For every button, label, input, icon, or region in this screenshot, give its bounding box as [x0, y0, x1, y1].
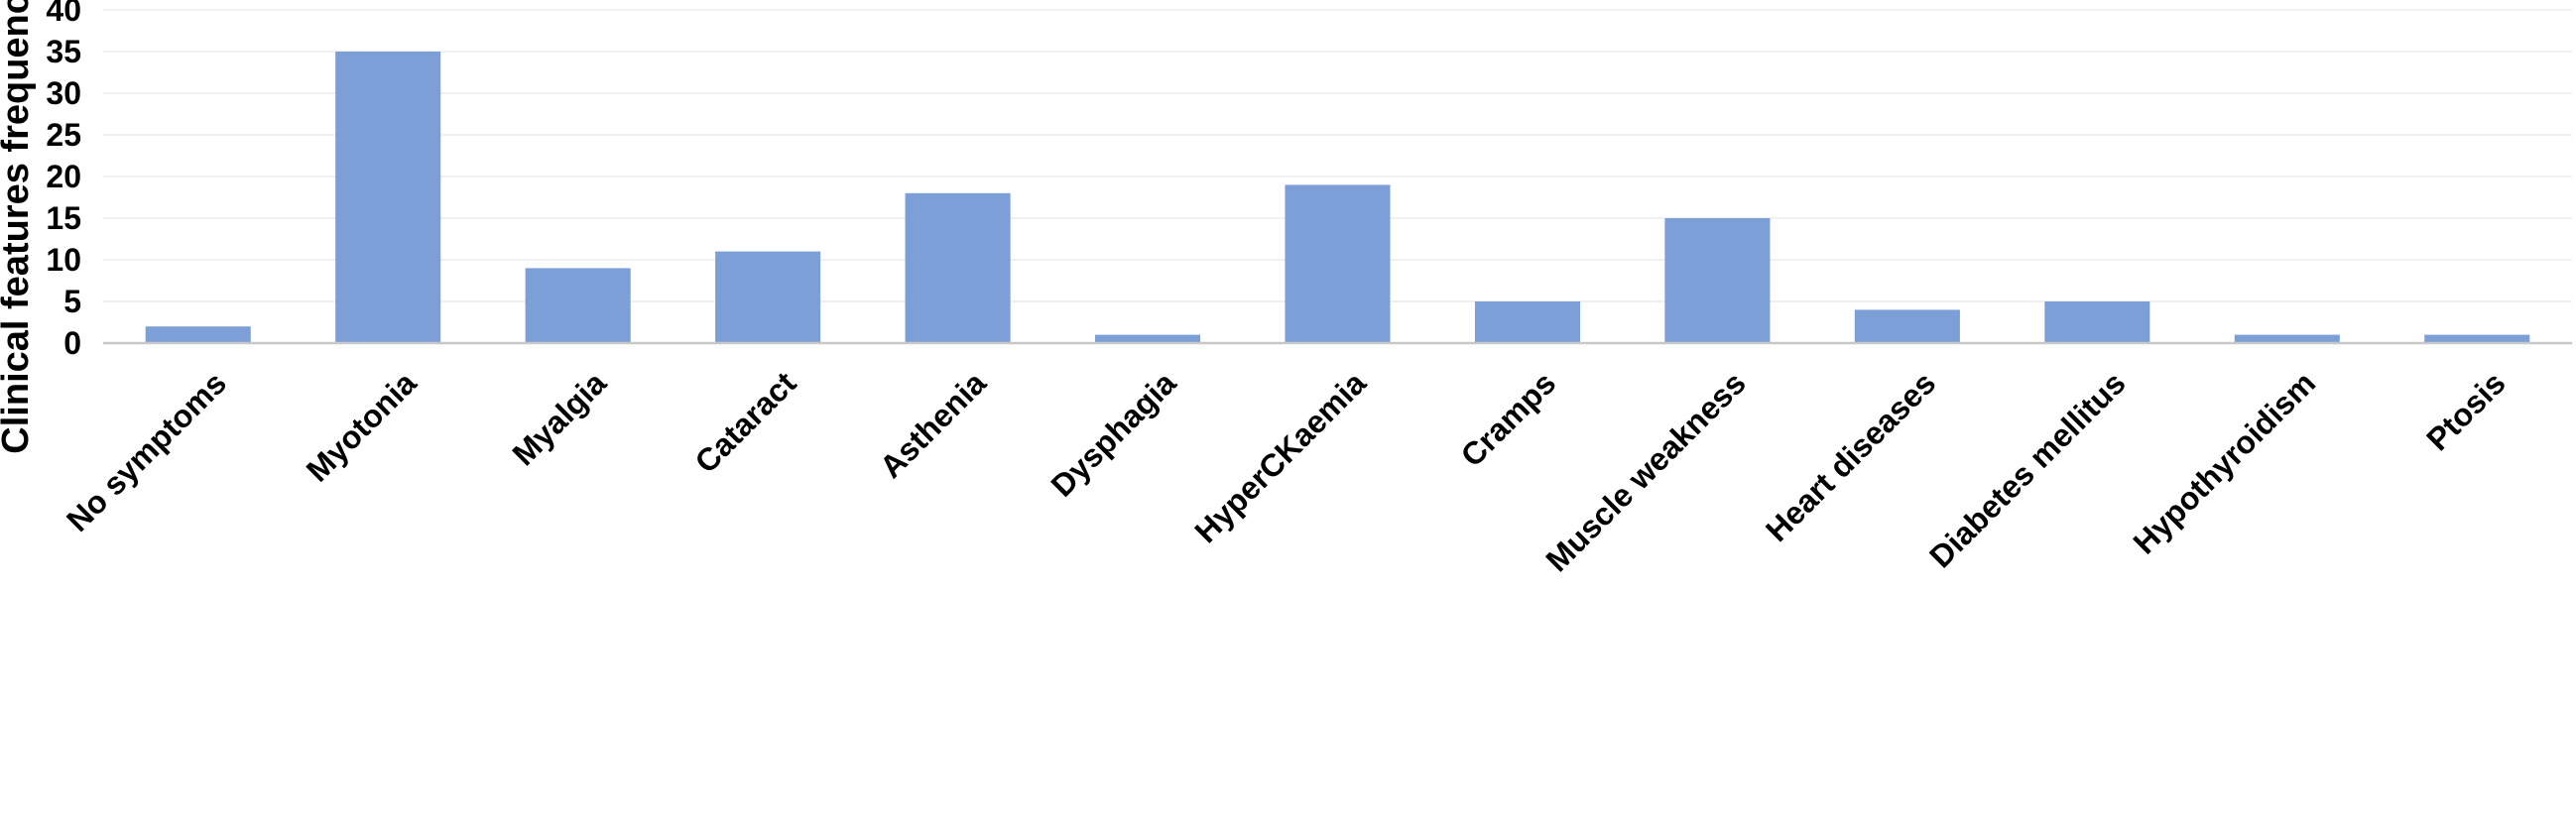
- x-tick-label: Myalgia: [506, 365, 614, 473]
- y-tick-label: 0: [63, 325, 81, 361]
- y-tick-label: 25: [46, 117, 81, 153]
- y-tick-label: 30: [46, 75, 81, 111]
- y-axis-title: Clinical features frequency (%): [0, 0, 37, 454]
- x-tick-label: Asthenia: [873, 365, 993, 485]
- bar: [1095, 334, 1201, 343]
- bar: [1854, 309, 1960, 343]
- x-tick-label: Ptosis: [2419, 365, 2512, 457]
- bar: [2044, 301, 2150, 343]
- y-tick-label: 40: [46, 0, 81, 28]
- x-tick-label: HyperCKaemia: [1187, 365, 1373, 550]
- bar: [1664, 218, 1771, 343]
- x-tick-label: Heart diseases: [1759, 365, 1942, 548]
- bar: [715, 251, 821, 343]
- bar: [335, 52, 441, 343]
- x-tick-label: No symptoms: [60, 365, 233, 538]
- y-tick-label: 20: [46, 159, 81, 194]
- x-tick-label: Cataract: [687, 365, 802, 480]
- bar: [145, 326, 251, 343]
- x-tick-label: Muscle weakness: [1538, 365, 1752, 578]
- y-tick-label: 15: [46, 200, 81, 236]
- bar: [905, 192, 1011, 343]
- x-axis-ticks: No symptoms Myotonia Myalgia Cataract Asthen…: [60, 365, 2513, 579]
- bar: [2424, 334, 2530, 343]
- x-tick-label: Hypothyroidism: [2126, 365, 2322, 561]
- bar: [1474, 301, 1580, 343]
- x-tick-label: Myotonia: [300, 365, 424, 489]
- bars: [145, 52, 2530, 343]
- y-tick-label: 5: [63, 284, 81, 319]
- y-axis-ticks: 0 5 10 15 20 25 30 35 40: [46, 0, 81, 361]
- bar: [525, 268, 631, 343]
- bar: [1285, 184, 1391, 343]
- x-tick-label: Diabetes mellitus: [1922, 365, 2133, 575]
- y-tick-label: 10: [46, 242, 81, 278]
- y-tick-label: 35: [46, 34, 81, 69]
- x-tick-label: Dysphagia: [1044, 365, 1183, 504]
- x-tick-label: Cramps: [1454, 365, 1563, 474]
- bar: [2234, 334, 2340, 343]
